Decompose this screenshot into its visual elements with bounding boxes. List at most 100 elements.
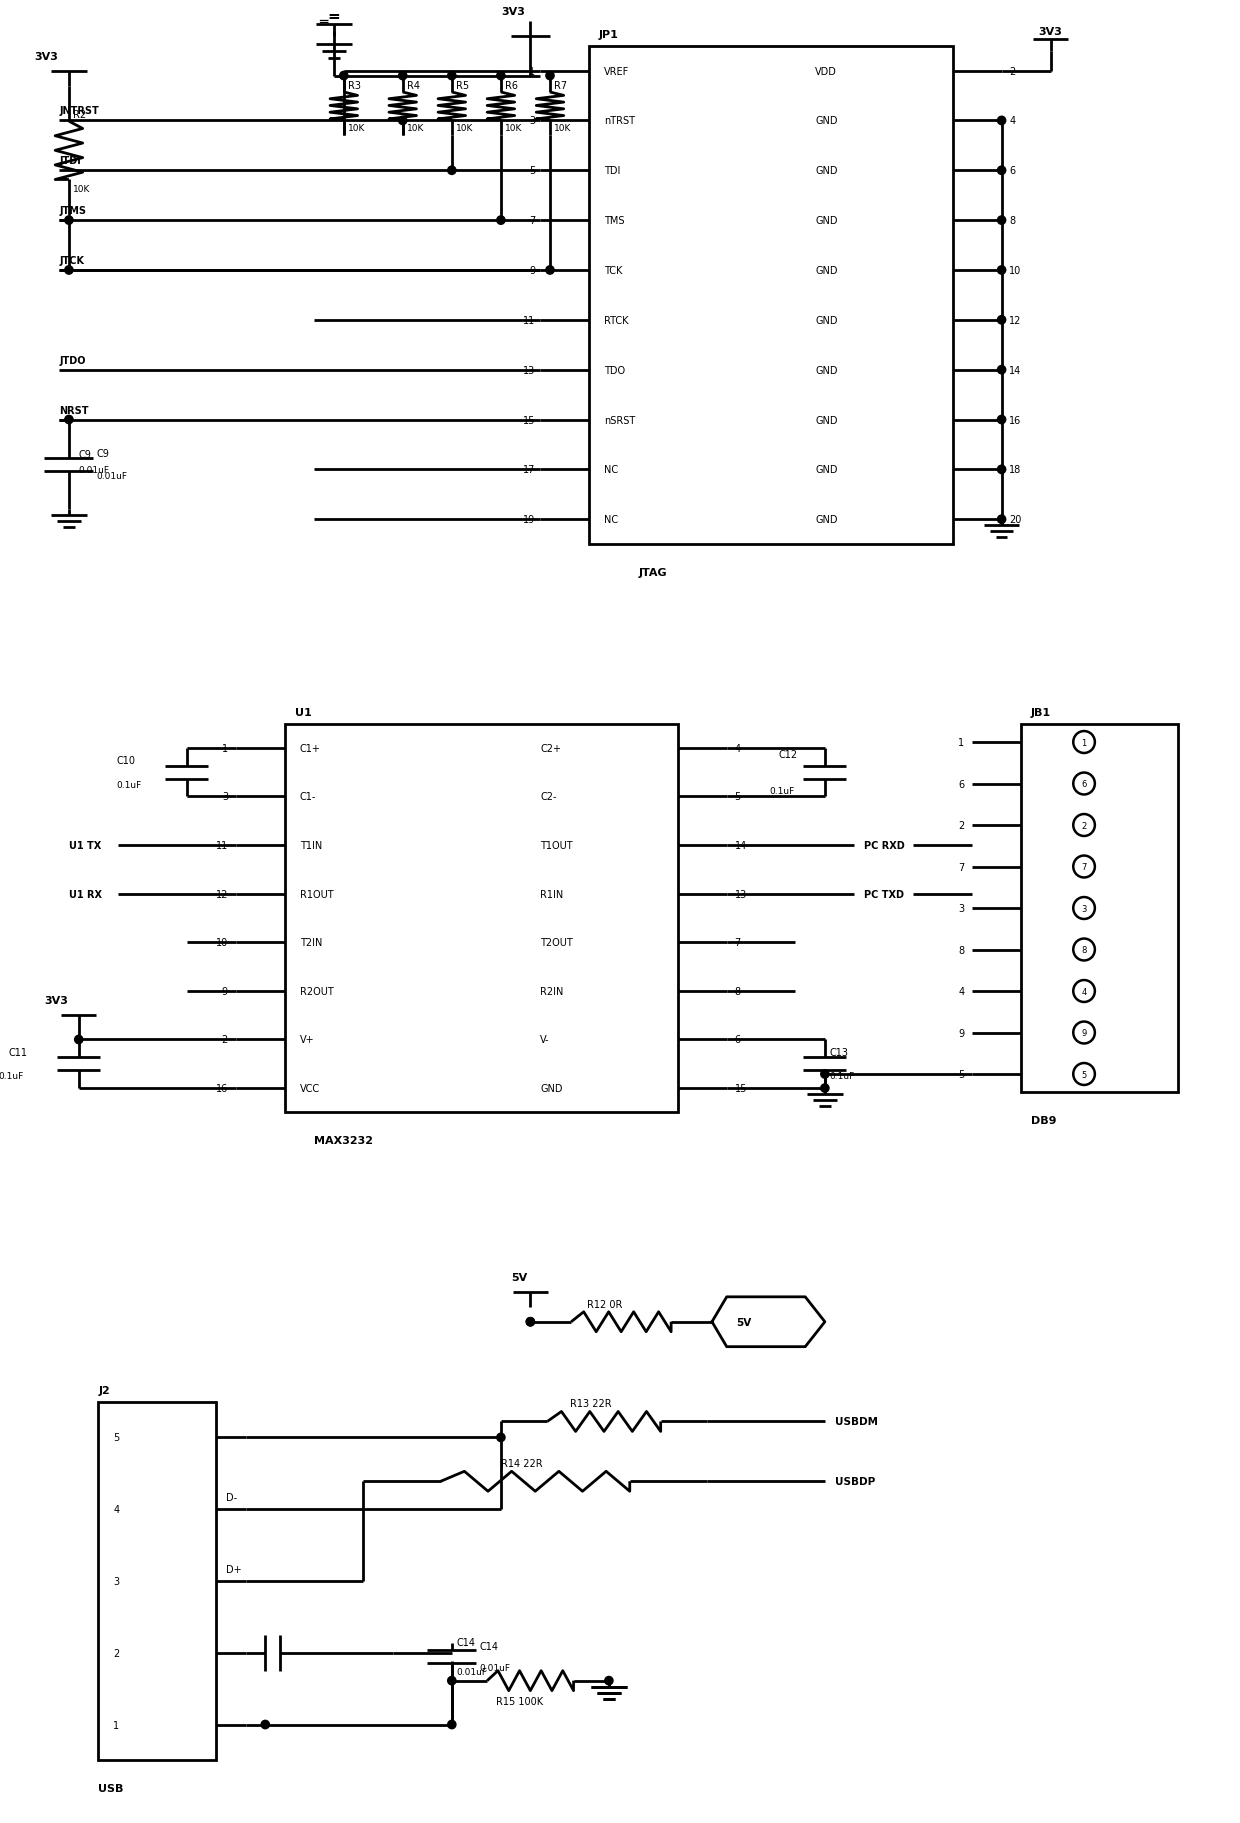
Text: 4: 4 [959,986,965,997]
Text: PC TXD: PC TXD [864,890,904,899]
Text: 0.01uF: 0.01uF [97,472,128,481]
Text: 8: 8 [1081,946,1086,955]
Circle shape [997,467,1006,474]
Text: USB: USB [98,1783,124,1794]
Text: 8: 8 [734,986,740,997]
Text: 3: 3 [222,791,228,802]
Text: R3: R3 [347,80,361,91]
Text: 3: 3 [113,1577,119,1586]
Text: 2: 2 [113,1648,119,1657]
Text: NC: NC [604,465,618,476]
Text: 20: 20 [1009,514,1022,525]
Circle shape [398,117,407,126]
Text: 19: 19 [523,514,536,525]
Circle shape [448,168,456,175]
Text: 16: 16 [216,1083,228,1094]
Text: C9: C9 [97,448,109,459]
Text: C12: C12 [779,749,797,760]
Text: USBDM: USBDM [835,1416,878,1427]
Text: R6: R6 [505,80,518,91]
Text: GND: GND [815,365,837,376]
Text: R5: R5 [456,80,469,91]
Text: C14: C14 [456,1637,476,1646]
Text: 10: 10 [1009,266,1022,275]
Text: 1: 1 [529,66,536,77]
Text: 14: 14 [734,840,746,851]
Text: 3V3: 3V3 [1039,27,1063,36]
Text: J2: J2 [98,1385,110,1395]
Circle shape [497,1433,505,1442]
Text: 7: 7 [734,937,740,948]
Text: C9: C9 [78,450,92,459]
Text: =: = [327,9,340,24]
Text: nTRST: nTRST [604,117,635,126]
Text: 15: 15 [523,416,536,425]
Text: nSRST: nSRST [604,416,635,425]
Text: MAX3232: MAX3232 [315,1136,373,1145]
Text: GND: GND [815,117,837,126]
Text: D+: D+ [226,1564,242,1573]
Text: 11: 11 [523,315,536,326]
Text: 16: 16 [1009,416,1022,425]
Text: 12: 12 [216,890,228,899]
Text: 2: 2 [222,1035,228,1045]
Text: 3: 3 [959,904,965,913]
Text: JTMS: JTMS [60,206,86,215]
Text: T1IN: T1IN [300,840,322,851]
Text: 12: 12 [1009,315,1022,326]
Text: C2+: C2+ [541,744,562,753]
Circle shape [997,266,1006,275]
Circle shape [448,1677,456,1684]
Text: 5V: 5V [511,1272,527,1282]
Text: 9: 9 [529,266,536,275]
Text: TCK: TCK [604,266,622,275]
Circle shape [821,1070,830,1079]
Text: 13: 13 [523,365,536,376]
Text: JB1: JB1 [1030,707,1052,716]
Text: 9: 9 [222,986,228,997]
Text: 4: 4 [1009,117,1016,126]
Text: R2: R2 [73,109,86,120]
Text: 1: 1 [113,1719,119,1730]
Text: 1: 1 [959,738,965,747]
Circle shape [997,366,1006,376]
Text: GND: GND [815,465,837,476]
Text: 5: 5 [529,166,536,177]
Text: 5: 5 [959,1070,965,1079]
Text: C13: C13 [830,1046,849,1057]
Text: VCC: VCC [300,1083,320,1094]
Text: 15: 15 [734,1083,746,1094]
Text: 10K: 10K [554,124,572,133]
Text: JTDI: JTDI [60,157,81,166]
Text: C11: C11 [7,1046,27,1057]
Text: 13: 13 [734,890,746,899]
Text: R7: R7 [554,80,567,91]
Text: U1 TX: U1 TX [69,840,102,851]
Text: 7: 7 [529,215,536,226]
Text: 4: 4 [1081,986,1086,995]
Text: 5V: 5V [737,1316,751,1327]
Circle shape [64,217,73,226]
Text: 5: 5 [1081,1070,1086,1079]
Text: TMS: TMS [604,215,625,226]
Circle shape [997,516,1006,523]
Circle shape [821,1085,830,1092]
Text: C1+: C1+ [300,744,320,753]
Text: 6: 6 [1009,166,1016,177]
Text: 8: 8 [959,944,965,955]
Text: DB9: DB9 [1030,1116,1056,1127]
Bar [98,1402,216,1761]
Text: 7: 7 [1081,862,1086,871]
Text: 0.1uF: 0.1uF [830,1072,856,1081]
Bar [589,47,952,545]
Text: 0.1uF: 0.1uF [769,786,794,795]
Text: 9: 9 [959,1028,965,1037]
Text: 5: 5 [113,1433,119,1442]
Text: 1: 1 [222,744,228,753]
Text: GND: GND [815,315,837,326]
Text: 0.01uF: 0.01uF [456,1668,487,1677]
Text: GND: GND [815,266,837,275]
Text: JP1: JP1 [599,29,619,40]
Text: 0.1uF: 0.1uF [0,1072,24,1081]
Text: GND: GND [815,166,837,177]
